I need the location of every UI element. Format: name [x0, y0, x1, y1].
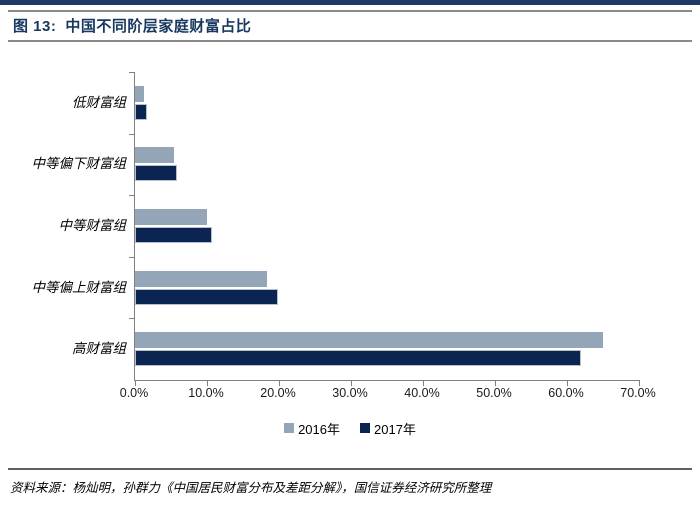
x-axis-tick-label: 60.0% — [548, 386, 584, 400]
y-axis-tick-mark — [129, 133, 135, 135]
figure-title-text: 中国不同阶层家庭财富占比 — [65, 18, 252, 35]
x-axis-tick-label: 70.0% — [620, 386, 656, 400]
y-axis-label-cat1: 低财富组 — [72, 94, 126, 110]
header-divider-bottom — [8, 40, 692, 42]
bar-series2-cat4 — [135, 288, 279, 305]
y-axis-label-cat4: 中等偏上财富组 — [31, 279, 127, 295]
header-divider-top — [8, 10, 692, 12]
x-axis-tick-mark — [495, 380, 496, 386]
bar-series1-cat5 — [135, 332, 603, 349]
bar-series1-cat2 — [135, 147, 174, 164]
x-axis-tick-mark — [135, 380, 136, 386]
y-axis-label-cat2: 中等偏下财富组 — [31, 156, 127, 172]
legend-item-1: 2016年 — [284, 419, 340, 438]
legend-label-2: 2017年 — [374, 421, 416, 437]
chart-legend: 2016年 2017年 — [8, 419, 692, 438]
bar-series1-cat3 — [135, 209, 207, 225]
legend-swatch-1 — [284, 423, 295, 433]
y-axis-tick-mark — [129, 195, 135, 197]
source-note: 资料来源：杨灿明，孙群力《中国居民财富分布及差距分解》，国信证券经济研究所整理 — [10, 481, 492, 495]
x-axis-tick-mark — [279, 380, 280, 386]
x-axis-tick-label: 10.0% — [188, 386, 224, 400]
legend-label-1: 2016年 — [298, 421, 340, 437]
x-axis-tick-label: 30.0% — [332, 386, 368, 400]
top-accent-bar — [0, 0, 700, 5]
bar-series2-cat1 — [135, 103, 147, 120]
figure-title: 图 13: 中国不同阶层家庭财富占比 — [13, 15, 251, 36]
y-axis-tick-mark — [129, 72, 135, 73]
x-axis-tick-mark — [639, 380, 640, 386]
figure-number: 图 13: — [13, 18, 57, 35]
x-axis-tick-label: 50.0% — [476, 386, 512, 400]
x-axis-tick-label: 20.0% — [260, 386, 296, 400]
x-axis-tick-label: 40.0% — [404, 386, 440, 400]
y-axis-tick-mark — [129, 318, 135, 320]
y-axis-tick-mark — [129, 256, 135, 258]
footer-divider — [8, 468, 692, 470]
x-axis-tick-mark — [207, 380, 208, 386]
bar-series1-cat1 — [135, 85, 144, 102]
bar-series2-cat3 — [135, 227, 213, 243]
bar-series2-cat5 — [135, 350, 582, 367]
y-axis-label-cat3: 中等财富组 — [58, 218, 127, 233]
x-axis-tick-mark — [423, 380, 424, 386]
x-axis-tick-mark — [567, 380, 568, 386]
legend-item-2: 2017年 — [360, 419, 416, 438]
x-axis-tick-label: 0.0% — [119, 386, 149, 400]
bar-series1-cat4 — [135, 270, 268, 287]
legend-swatch-2 — [360, 423, 370, 433]
bar-series2-cat2 — [135, 165, 178, 182]
x-axis-tick-mark — [351, 380, 352, 386]
plot-area — [129, 72, 640, 386]
y-axis-label-cat5: 高财富组 — [72, 341, 126, 357]
